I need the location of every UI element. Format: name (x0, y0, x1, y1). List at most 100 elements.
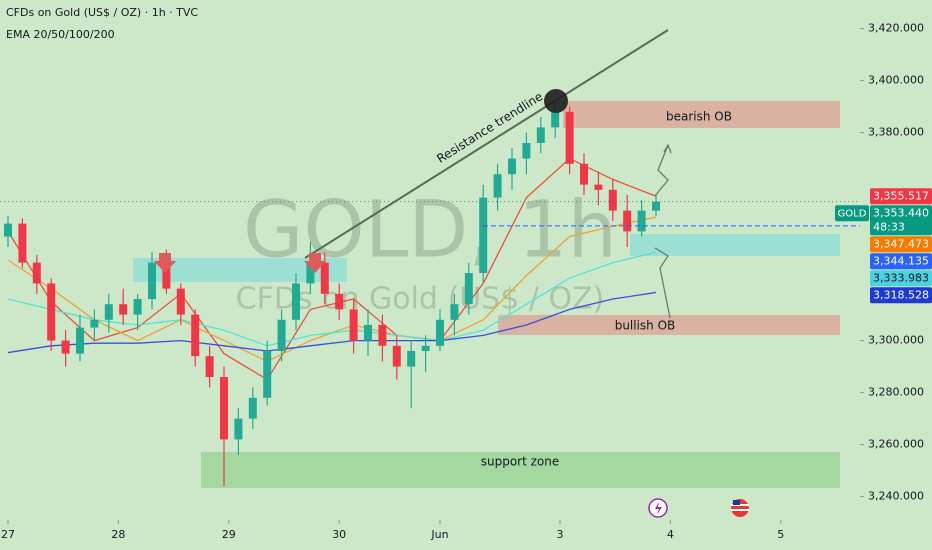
candle-body (407, 351, 416, 367)
price-label: 3,347.473 (873, 237, 929, 250)
bullish-ob-zone (498, 315, 840, 335)
candle-body (4, 223, 13, 237)
x-tick-label: 3 (557, 528, 564, 541)
x-tick-label: 4 (667, 528, 674, 541)
candle-body (263, 351, 272, 398)
flag-canton (733, 500, 740, 505)
price-label-box (870, 253, 932, 270)
ema-line (7, 291, 657, 354)
price-label-box (870, 205, 932, 236)
price-label: 3,318.528 (873, 288, 929, 301)
candle-body (220, 377, 229, 440)
candle-body (277, 319, 286, 351)
candle-body (464, 273, 473, 305)
candle-body (436, 319, 445, 346)
chart-title: CFDs on Gold (US$ / OZ) · 1h · TVC (6, 6, 198, 19)
candle-body (392, 345, 401, 367)
candle-body (47, 283, 56, 341)
bearish-ob-zone (563, 101, 840, 128)
candle-body (522, 143, 531, 159)
candle-body (234, 418, 243, 440)
bearish-label: bearish OB (666, 110, 732, 124)
candle-body (191, 314, 200, 357)
x-tick-label: 27 (1, 528, 15, 541)
ema-line (7, 251, 657, 347)
candle-body (378, 325, 387, 346)
price-label: 3,353.440 (873, 206, 929, 219)
chart-subtitle: EMA 20/50/100/200 (6, 28, 115, 41)
y-tick-label: 3,300.000 (868, 334, 924, 347)
y-tick-label: 3,280.000 (868, 386, 924, 399)
candle-body (104, 304, 113, 320)
price-label-box (870, 236, 932, 253)
arrow-head (663, 143, 672, 154)
candle-body (90, 319, 99, 328)
candle-body (205, 356, 214, 377)
countdown: 48:33 (873, 220, 905, 233)
retest-zone (630, 234, 840, 256)
candle-body (594, 184, 603, 190)
price-label: 3,333.983 (873, 271, 929, 284)
candle-body (133, 299, 142, 315)
touch-marker (544, 89, 568, 113)
candle-body (292, 283, 301, 320)
candle-body (335, 293, 344, 310)
trendline (304, 29, 669, 259)
candle-body (306, 262, 315, 284)
price-label: 3,355.517 (873, 189, 929, 202)
candle-body (479, 197, 488, 273)
price-label-box (870, 287, 932, 304)
down-arrow (304, 253, 326, 273)
candle-body (551, 111, 560, 128)
candle-body (421, 345, 430, 351)
watermark-subtitle: CFDs on Gold (US$ / OZ) (236, 282, 605, 317)
candle-body (248, 397, 257, 419)
path-arrow-up (654, 144, 669, 197)
symbol-tag-box (835, 205, 869, 222)
support-label: support zone (481, 455, 560, 469)
candle-body (119, 304, 128, 315)
candle-body (508, 158, 517, 175)
support-zone (201, 452, 840, 488)
candle-body (580, 163, 589, 185)
candle-body (148, 262, 157, 299)
price-axis: 3,420.000 3,400.000 3,380.000 3,300.000 3,28… (1, 22, 932, 541)
zones (133, 101, 840, 488)
candle-body (18, 223, 27, 263)
x-tick-label: 5 (777, 528, 784, 541)
candle-body (349, 309, 358, 341)
ema-line (7, 157, 657, 381)
candle-body (162, 262, 171, 289)
candle-body (176, 288, 185, 315)
flag-stripe (731, 509, 749, 511)
candle-body (536, 127, 545, 143)
candle-body (61, 340, 70, 354)
candle-body (493, 174, 502, 198)
candle-body (450, 304, 459, 320)
candle-body (608, 189, 617, 211)
event-bolt (655, 502, 662, 515)
candle-body (32, 262, 41, 284)
plot (0, 101, 860, 487)
x-tick-label: 30 (332, 528, 346, 541)
y-tick-label: 3,380.000 (868, 126, 924, 139)
candle-body (637, 210, 646, 232)
y-tick-label: 3,420.000 (868, 22, 924, 35)
down-arrow (154, 253, 176, 273)
symbol-tag: GOLD (838, 208, 867, 219)
y-tick-label: 3,400.000 (868, 74, 924, 87)
bullish-label: bullish OB (615, 319, 676, 333)
candle-body (565, 111, 574, 164)
y-tick-label: 3,240.000 (868, 490, 924, 503)
candle-body (623, 210, 632, 232)
price-label-box (870, 270, 932, 287)
price-label-box (870, 188, 932, 205)
y-tick-label: 3,260.000 (868, 438, 924, 451)
candle-body (320, 262, 329, 294)
price-label: 3,344.135 (873, 254, 929, 267)
candle-body (364, 325, 373, 341)
x-tick-label: 29 (222, 528, 236, 541)
path-arrow-down (654, 247, 671, 319)
x-tick-label: 28 (111, 528, 125, 541)
